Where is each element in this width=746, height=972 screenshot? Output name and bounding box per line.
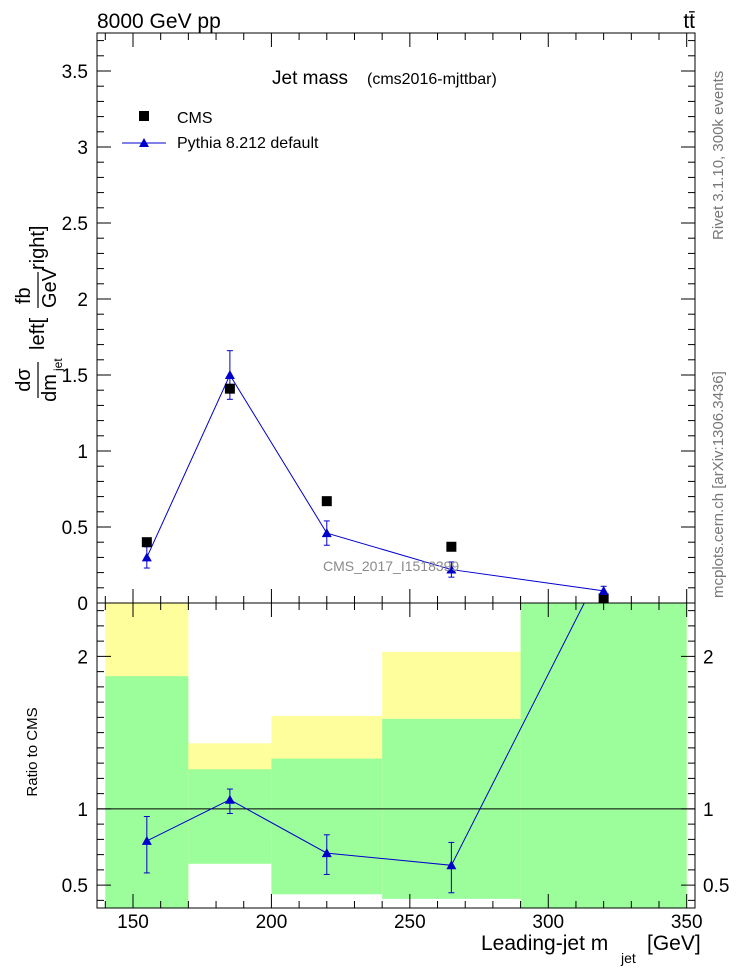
x-label-unit: [GeV] (647, 932, 701, 955)
ratio-y-axis-label: Ratio to CMS (24, 707, 41, 796)
ratio-panel-frame (96, 602, 696, 909)
legend-pythia-marker (139, 138, 149, 147)
ratio-data-point (321, 848, 332, 858)
legend-cms-label: CMS (177, 110, 213, 127)
y-label-denominator-sub: jet (51, 358, 65, 372)
y-label-frac-den: GeV (39, 267, 61, 308)
pythia-data-point (141, 552, 152, 562)
cms-data-point (446, 541, 457, 552)
x-label-sub: jet (620, 950, 636, 966)
main-panel-marks: 0 0.5 1 1.5 2 2.5 3 3.5 (62, 33, 695, 615)
ratio-y-tick-label-left: 0.5 (62, 876, 88, 897)
cms-data-point (224, 383, 235, 394)
main-y-tick-label: 1.5 (62, 366, 88, 387)
x-tick-label: 250 (394, 912, 426, 933)
ratio-y-tick-label-right: 0.5 (703, 876, 729, 897)
ratio-data-point (141, 835, 152, 845)
x-tick-label: 300 (532, 912, 564, 933)
pythia-data-point (321, 528, 332, 538)
ratio-y-tick-label-left: 2 (77, 647, 88, 668)
ratio-data-point (446, 860, 457, 870)
side-label-mcplots: mcplots.cern.ch [arXiv:1306.3436] (710, 371, 727, 598)
cms-data-point (141, 537, 152, 548)
ratio-panel-marks: 0.5 0.5 1 1 2 2 150 200 250 300 350 (62, 603, 729, 933)
ratio-band-green (188, 769, 272, 864)
ratio-bands (105, 603, 687, 908)
header-final-state: tt̄ (683, 10, 695, 33)
x-axis-label: Leading-jet m jet [GeV] (481, 932, 701, 966)
main-y-tick-label: 0.5 (62, 518, 88, 539)
header-process: 8000 GeV pp (97, 10, 221, 33)
y-label-numerator: dσ (13, 368, 35, 392)
cms-data-point (321, 496, 332, 507)
main-y-tick-label: 3 (77, 138, 88, 159)
pythia-data-point (446, 564, 457, 574)
plot-subtitle: (cms2016-mjttbar) (367, 71, 497, 88)
ratio-y-tick-label-left: 1 (77, 800, 88, 821)
ratio-data-point (224, 794, 235, 804)
x-tick-label: 350 (671, 912, 703, 933)
y-label-mid: left[ (27, 317, 49, 350)
x-tick-label: 200 (256, 912, 288, 933)
pythia-data-point (598, 585, 609, 595)
ratio-panel: 0.5 0.5 1 1 2 2 150 200 250 300 350 Ratio to CMS L… (24, 602, 729, 966)
legend: CMS Pythia 8.212 default (122, 110, 319, 152)
y-label-frac-num: fb (13, 287, 35, 304)
main-y-tick-label: 3.5 (62, 62, 88, 83)
ratio-band-green (520, 603, 687, 908)
legend-pythia-label: Pythia 8.212 default (177, 135, 319, 152)
x-label-main: Leading-jet m (481, 932, 608, 955)
y-label-denominator: dm (39, 374, 61, 402)
x-tick-label: 150 (117, 912, 149, 933)
main-panel: 0 0.5 1 1.5 2 2.5 3 3.5 Jet mass (cms2016-mjttb… (13, 32, 696, 615)
analysis-watermark: CMS_2017_I1518399 (323, 558, 459, 574)
cms-data-point (598, 593, 609, 604)
main-y-tick-label: 1 (77, 442, 88, 463)
main-y-tick-label: 2.5 (62, 214, 88, 235)
main-y-tick-label: 2 (77, 290, 88, 311)
ratio-y-tick-label-right: 1 (703, 800, 714, 821)
y-label-tail: right] (27, 226, 49, 270)
ratio-y-tick-label-right: 2 (703, 647, 714, 668)
main-y-axis-label: dσ dm jet left[ fb GeV right] (13, 226, 65, 402)
legend-cms-marker (139, 111, 149, 121)
pythia-data-point (224, 370, 235, 379)
plot-title: Jet mass (272, 68, 348, 89)
main-y-tick-label: 0 (77, 594, 88, 615)
side-label-rivet: Rivet 3.1.10, 300k events (710, 71, 727, 240)
